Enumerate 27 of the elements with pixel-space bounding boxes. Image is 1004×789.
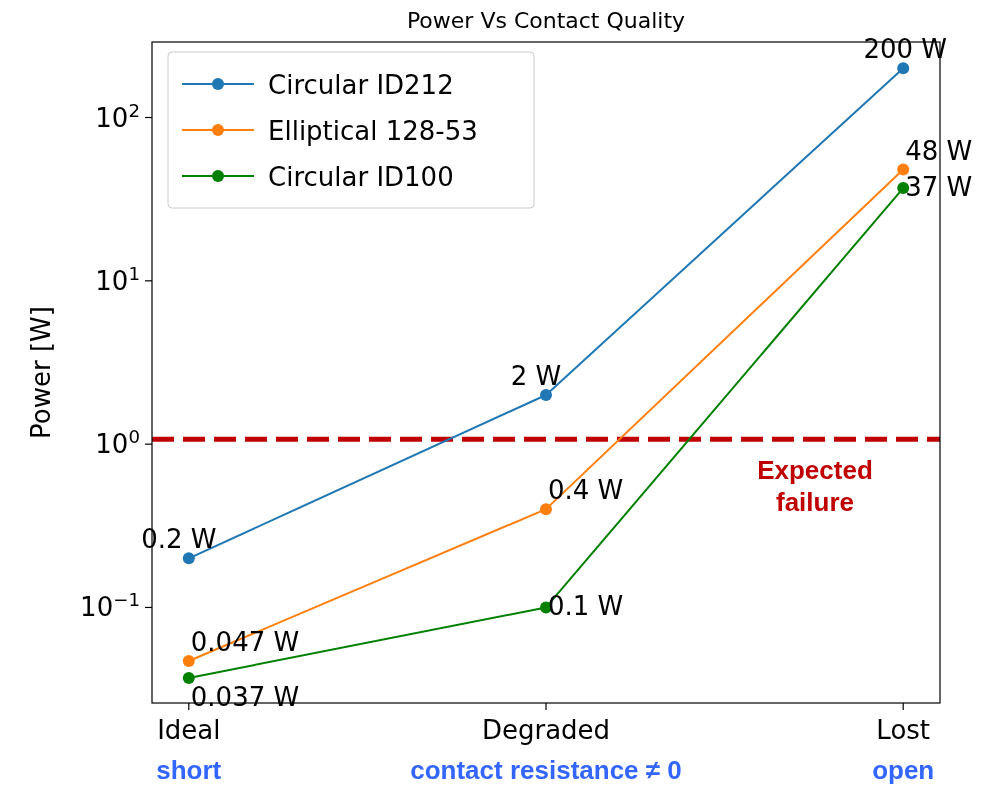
text: contact resistance ≠ 0 xyxy=(410,755,682,785)
legend-label: Circular ID212 xyxy=(268,70,454,100)
text: open xyxy=(872,755,935,785)
data-label: 0.1 W xyxy=(548,591,624,622)
legend-label: Circular ID100 xyxy=(268,162,454,192)
point xyxy=(182,671,195,684)
point xyxy=(182,552,195,565)
y-tick-label: 10$^{1}$ xyxy=(95,262,140,296)
data-label: 48 W xyxy=(905,135,973,166)
point xyxy=(182,655,195,668)
x-tick-label: Degraded xyxy=(481,715,611,745)
ref-line-label: Expected failure xyxy=(757,455,873,518)
y-tick-label: 10$^{−1}$ xyxy=(80,588,140,623)
x-tick-label: Lost xyxy=(876,715,931,745)
text: short xyxy=(156,755,222,785)
point xyxy=(897,62,910,75)
y-tick-label: 10$^{0}$ xyxy=(95,425,140,460)
point xyxy=(897,163,910,176)
x-tick-label: Ideal xyxy=(157,715,221,745)
y-axis-title: Power [W] xyxy=(26,306,56,439)
data-label: 37 W xyxy=(905,172,973,203)
chart-title: Power Vs Contact Quality xyxy=(406,8,686,33)
point xyxy=(540,503,552,516)
point xyxy=(540,388,552,401)
y-tick-label: 10$^{2}$ xyxy=(95,99,140,133)
data-label: 2 W xyxy=(510,360,562,391)
legend-label: Elliptical 128-53 xyxy=(268,116,478,146)
